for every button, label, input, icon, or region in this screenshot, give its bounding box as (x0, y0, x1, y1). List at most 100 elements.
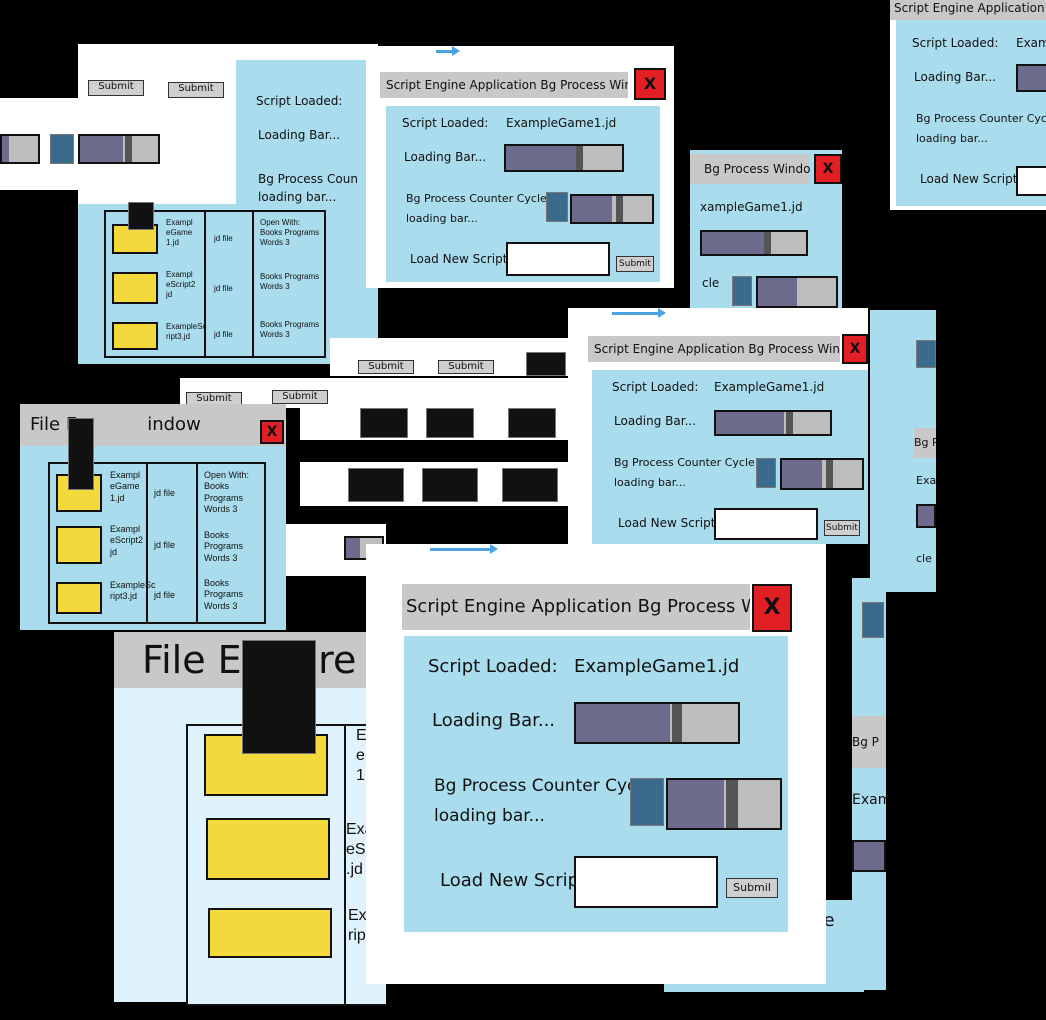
process-strip-icons (300, 404, 568, 440)
counter-label: Bg Process Counter Cycle (916, 112, 1046, 125)
submit-button[interactable]: Submit (272, 390, 328, 404)
counter-label-2: loading bar... (258, 190, 337, 204)
file-type: jd file (214, 330, 233, 339)
submit-button[interactable]: Submit (438, 360, 494, 374)
move-arrow-icon (612, 308, 666, 318)
window-title: File E (30, 414, 78, 435)
bg-process-window-top-right: Script Engine Application Bg Script Load… (890, 0, 1046, 210)
process-strip-middle: Submit Submit (330, 338, 570, 376)
file-name[interactable]: Exampl eScript2 jd (166, 270, 196, 299)
submit-button[interactable]: Submit (88, 80, 144, 96)
folder-icon[interactable] (208, 908, 332, 958)
script-input[interactable] (1016, 166, 1046, 196)
open-with: Books Programs Words 3 (204, 578, 244, 611)
titlebar[interactable]: Script Engine Application Bg Process Win… (380, 72, 628, 98)
open-with: Open With: Books Programs Words 3 (204, 470, 250, 514)
cursor-icon (422, 468, 478, 502)
close-button[interactable]: X (814, 154, 842, 184)
loading-bar-label: Loading Bar... (432, 710, 556, 731)
move-arrow-icon (430, 544, 498, 554)
loading-bar-label: Loading Bar... (614, 414, 697, 428)
load-new-script-label: Load New Script: (440, 870, 593, 891)
counter-label-2: loading bar... (434, 806, 545, 826)
bg-process-window-partial: Script Loaded: Loading Bar... Bg Process… (236, 60, 386, 210)
window-client: Script Loaded: ExampleGame1.jd Loading B… (386, 106, 660, 282)
script-loaded-label: Script Loaded: (912, 36, 999, 50)
script-input[interactable] (506, 242, 610, 276)
file-type: jd file (214, 234, 233, 243)
submit-button[interactable]: Submit (358, 360, 414, 374)
window-title-tail: re (318, 638, 357, 682)
script-loaded-label: Script Loaded: (402, 116, 489, 130)
process-strip-middle-2: Submit Submit (180, 378, 570, 408)
submit-button[interactable]: Submit (168, 82, 224, 98)
file-name[interactable]: Ex rip (348, 907, 367, 944)
counter-tail-label: cle (916, 552, 932, 565)
titlebar[interactable]: Bg P (914, 428, 936, 458)
loading-bar (714, 410, 832, 436)
folder-icon[interactable] (112, 272, 158, 304)
counter-label: Bg Process Counter Cycle (434, 776, 652, 796)
close-button[interactable]: X (260, 420, 284, 444)
counter-bar (570, 194, 654, 224)
window-client: Script Loaded: Examp Loading Bar... Bg P… (896, 20, 1046, 206)
explorer-client-top: Exampl eGame 1.jd jd file Open With: Books … (78, 202, 340, 364)
bg-process-window-main: Script Engine Application Bg Process Win… (366, 544, 826, 984)
loading-bar (504, 144, 624, 172)
titlebar[interactable]: Script Engine Application Bg Process Win… (588, 336, 840, 362)
file-type: jd file (154, 488, 176, 498)
counter-label-2: loading bar... (614, 476, 686, 489)
bg-process-window: Script Engine Application Bg Process Win… (568, 308, 868, 544)
cursor-icon (50, 134, 74, 164)
folder-icon[interactable] (206, 818, 330, 880)
move-arrow-icon (436, 46, 460, 56)
close-button[interactable]: X (842, 334, 868, 364)
submit-button[interactable]: Submil (726, 878, 778, 898)
cursor-icon (862, 602, 884, 638)
file-type: jd file (214, 284, 233, 293)
cursor-icon (630, 778, 664, 826)
file-name[interactable]: Exampl eGame 1.jd (110, 470, 141, 503)
folder-icon[interactable] (112, 322, 158, 350)
script-loaded-partial: Examp (916, 474, 936, 487)
file-name[interactable]: Exampl eGame 1.jd (166, 218, 193, 247)
counter-bar (78, 134, 160, 164)
file-name[interactable]: ExampleSc ript3.jd (110, 580, 156, 602)
titlebar[interactable]: Bg Process Window (690, 154, 810, 184)
submit-button[interactable]: Submit (824, 520, 860, 536)
titlebar[interactable]: Script Engine Application Bg Process Win… (402, 584, 750, 630)
file-name[interactable]: Exampl eScript2 jd (110, 524, 144, 557)
cursor-icon (526, 352, 566, 376)
cursor-icon (546, 192, 568, 222)
cursor-icon (756, 458, 776, 488)
cursor-icon (508, 408, 556, 438)
close-button[interactable]: X (634, 68, 666, 100)
loading-bar (1016, 64, 1046, 92)
file-type: jd file (154, 590, 176, 600)
open-with: Open With: Books Programs Words 3 (260, 218, 320, 247)
submit-button[interactable]: Submit (616, 256, 654, 272)
explorer-titlebar[interactable]: File E indow (20, 404, 286, 446)
script-input[interactable] (714, 508, 818, 540)
file-name[interactable]: ExampleSc ript3.jd (166, 322, 207, 341)
cursor-icon (426, 408, 474, 438)
loading-bar-label: Loading Bar... (258, 128, 341, 142)
open-with: Books Programs Words 3 (204, 530, 244, 563)
script-loaded-value: xampleGame1.jd (700, 200, 803, 214)
counter-label: Bg Process Coun (258, 172, 358, 186)
cursor-icon (360, 408, 408, 438)
folder-icon[interactable] (56, 526, 102, 564)
folder-icon[interactable] (56, 582, 102, 614)
loading-bar (344, 536, 384, 560)
script-input[interactable] (574, 856, 718, 908)
close-button[interactable]: X (752, 584, 792, 632)
loading-bar (0, 134, 40, 164)
file-grid: Exampl eGame 1.jd jd file Open With: Books … (48, 462, 266, 624)
counter-label: Bg Process Counter Cycle (614, 456, 755, 469)
counter-bar (666, 778, 782, 830)
titlebar[interactable]: Bg P (852, 716, 886, 768)
titlebar[interactable]: Script Engine Application Bg (890, 0, 1046, 20)
file-type: jd file (154, 540, 176, 550)
script-loaded-value: ExampleGame1.jd (574, 656, 740, 677)
